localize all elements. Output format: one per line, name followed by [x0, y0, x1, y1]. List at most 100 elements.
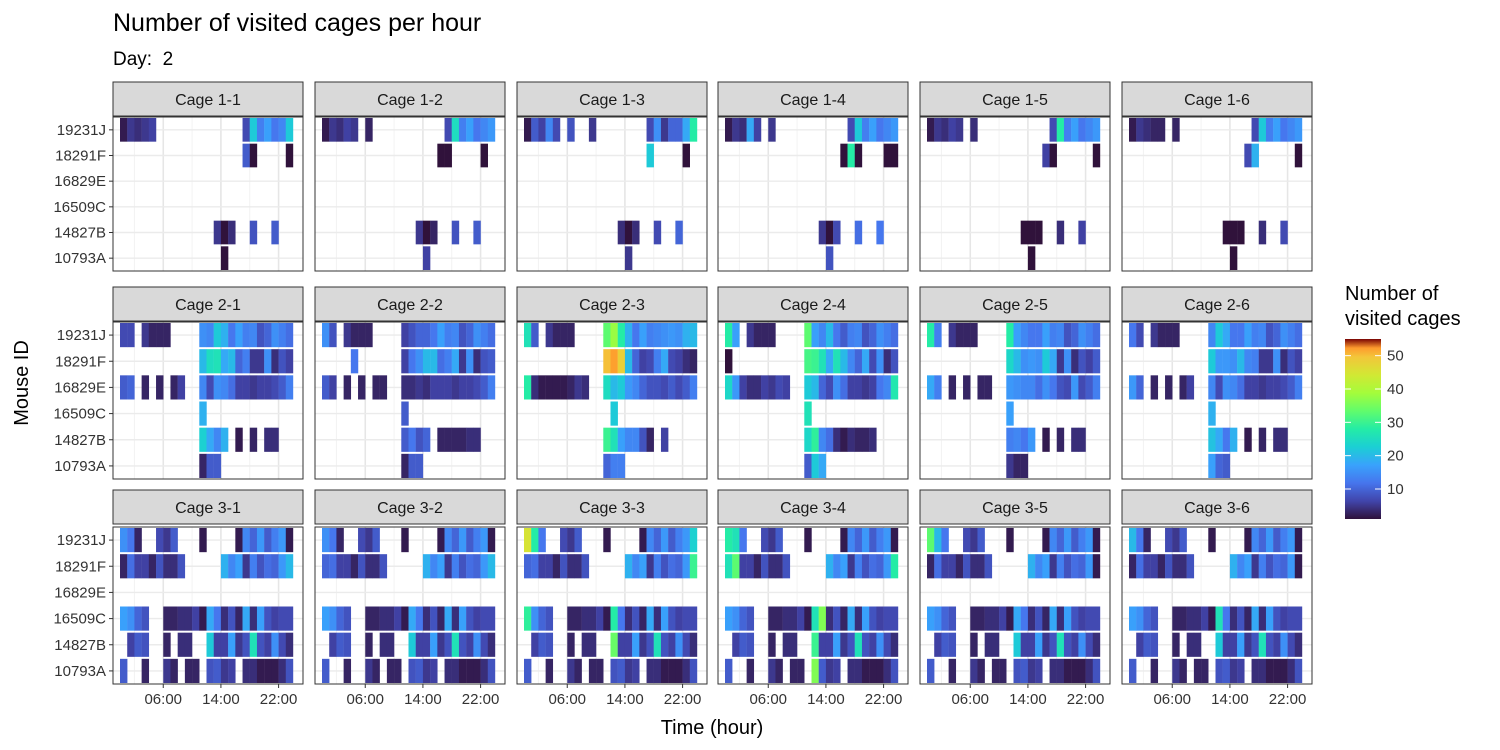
- heat-tile: [1229, 632, 1238, 657]
- heat-tile: [617, 606, 626, 631]
- heat-tile: [552, 118, 561, 142]
- heat-tile: [1143, 554, 1151, 579]
- heat-tile: [473, 349, 481, 374]
- heat-tile: [1172, 323, 1180, 348]
- heat-tile: [415, 349, 424, 374]
- heat-tile: [1035, 375, 1043, 400]
- heat-tile: [538, 118, 546, 142]
- heat-tile: [444, 349, 452, 374]
- heat-tile: [1251, 323, 1259, 348]
- facet-strip-label: Cage 1-6: [1184, 92, 1250, 109]
- heat-tile: [732, 606, 740, 631]
- heat-tile: [1020, 606, 1029, 631]
- heat-tile: [228, 375, 236, 400]
- heat-tile: [466, 606, 474, 631]
- heat-tile: [1265, 554, 1274, 579]
- heat-tile: [854, 349, 863, 374]
- heat-tile: [1129, 118, 1137, 142]
- heat-tile: [343, 606, 352, 631]
- heat-tile: [1078, 554, 1086, 579]
- heat-tile: [869, 528, 877, 553]
- heat-tile: [322, 658, 330, 683]
- heat-tile: [610, 427, 618, 452]
- heat-tile: [1143, 118, 1151, 142]
- heat-tile: [984, 554, 993, 579]
- heat-tile: [1157, 554, 1166, 579]
- heat-tile: [1056, 323, 1065, 348]
- heat-tile: [934, 375, 942, 400]
- panel-border: [919, 321, 1111, 480]
- heat-tile: [768, 554, 776, 579]
- heat-tile: [271, 349, 279, 374]
- heat-tile: [977, 375, 985, 400]
- heat-tile: [1294, 528, 1303, 553]
- panel-cage-3-2: Cage 3-2 06:00 14:00 22:00: [314, 489, 506, 708]
- heat-tile: [1078, 427, 1086, 452]
- x-tick-label: 22:00: [664, 691, 702, 708]
- heat-tile: [163, 323, 171, 348]
- heat-tile: [285, 632, 294, 657]
- heat-tile: [1229, 375, 1238, 400]
- heat-tile: [1222, 606, 1231, 631]
- heat-tile: [1136, 118, 1144, 142]
- heat-tile: [675, 606, 683, 631]
- heat-tile: [1049, 143, 1057, 168]
- heat-tile: [660, 606, 669, 631]
- heat-tile: [1172, 606, 1180, 631]
- heat-tile: [401, 401, 409, 426]
- heat-tile: [1078, 220, 1086, 245]
- heat-tile: [927, 118, 935, 142]
- x-tick-label: 06:00: [951, 691, 989, 708]
- heat-tile: [682, 143, 690, 168]
- heat-tile: [1244, 606, 1252, 631]
- heat-tile: [458, 427, 467, 452]
- heat-tile: [574, 554, 582, 579]
- x-tick-label: 06:00: [1153, 691, 1191, 708]
- heat-tile: [934, 632, 942, 657]
- heat-tile: [235, 632, 243, 657]
- legend-ticks: 10 20 30 40 50: [1345, 348, 1404, 498]
- heat-tile: [220, 323, 229, 348]
- heat-tile: [1208, 349, 1216, 374]
- y-tick-label: 16829E: [54, 173, 106, 190]
- heat-tile: [1273, 427, 1281, 452]
- heat-tile: [358, 375, 366, 400]
- heat-tile: [365, 658, 373, 683]
- x-tick-label: 14:00: [606, 691, 644, 708]
- heat-tile: [739, 375, 747, 400]
- heat-tile: [646, 349, 654, 374]
- heat-tile: [148, 323, 157, 348]
- heat-tile: [725, 606, 733, 631]
- heat-tile: [524, 658, 532, 683]
- heat-tile: [444, 658, 452, 683]
- heat-tile: [451, 323, 460, 348]
- heat-tile: [1042, 632, 1050, 657]
- heat-tile: [1027, 323, 1036, 348]
- heat-tile: [242, 349, 250, 374]
- heat-tile: [1063, 632, 1072, 657]
- heat-tile: [639, 323, 647, 348]
- heat-tile: [675, 554, 683, 579]
- heat-tile: [818, 323, 827, 348]
- heat-tile: [220, 632, 229, 657]
- heat-tile: [1251, 143, 1259, 168]
- heat-tile: [524, 606, 532, 631]
- heat-tile: [264, 632, 272, 657]
- heat-tile: [588, 658, 597, 683]
- heat-tile: [1071, 118, 1079, 142]
- heat-tile: [560, 375, 568, 400]
- heat-tile: [552, 323, 561, 348]
- heat-tile: [1179, 528, 1187, 553]
- heat-tile: [588, 632, 597, 657]
- heat-tile: [120, 118, 128, 142]
- heat-tile: [1085, 323, 1093, 348]
- heat-tile: [854, 632, 863, 657]
- heat-tile: [811, 658, 819, 683]
- heat-tile: [1229, 606, 1238, 631]
- heat-tile: [538, 528, 546, 553]
- panel-border: [112, 321, 304, 480]
- heat-tile: [458, 118, 467, 142]
- heat-tile: [732, 375, 740, 400]
- heat-tile: [739, 606, 747, 631]
- heat-tile: [682, 375, 690, 400]
